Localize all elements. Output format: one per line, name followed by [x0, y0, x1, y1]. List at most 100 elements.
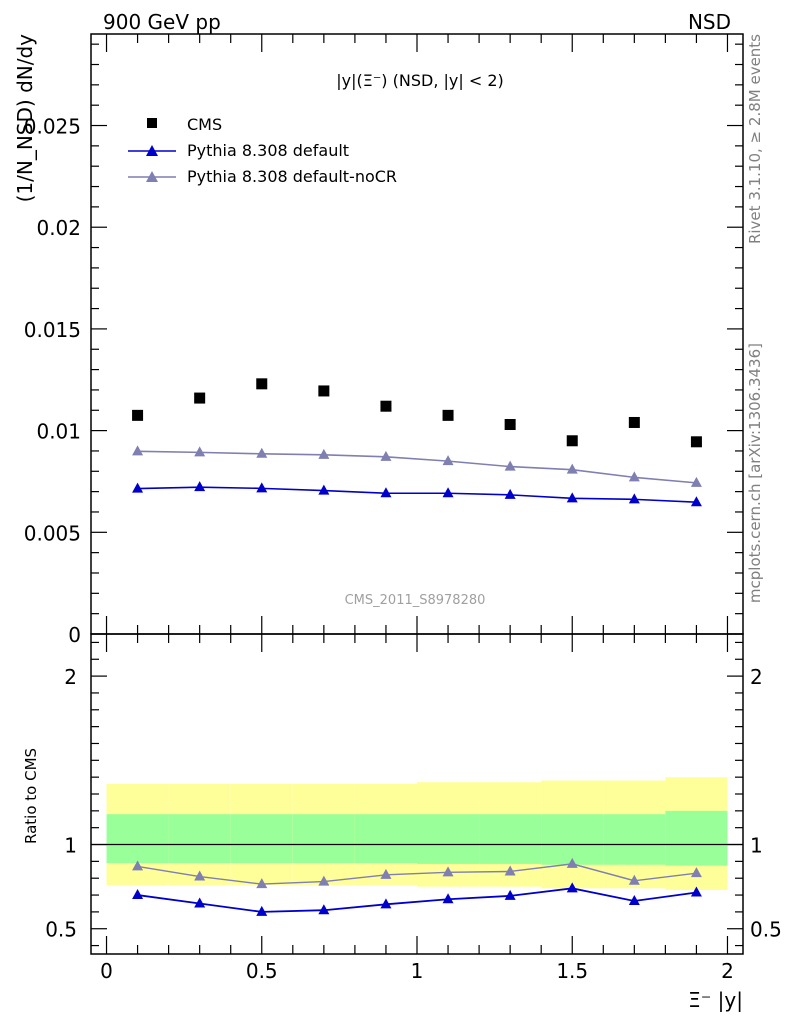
header-right: NSD — [688, 10, 731, 34]
pythia-default-point — [318, 484, 330, 495]
pythia-nocr-point — [442, 455, 454, 466]
header-left: 900 GeV pp — [103, 10, 221, 34]
cms-data-point — [194, 392, 206, 404]
x-axis-label: Ξ⁻ |y| — [688, 988, 743, 1012]
x-tick-label: 0 — [100, 959, 113, 983]
legend-label-pythia-nocr: Pythia 8.308 default-noCR — [187, 167, 397, 186]
pythia-default-point — [504, 488, 516, 499]
ratio-point-pythia-default — [256, 905, 268, 916]
cms-data-point — [380, 400, 392, 412]
pythia-default-point — [194, 481, 206, 492]
ratio-point-pythia-nocr — [504, 865, 516, 876]
inner-band-segment — [417, 814, 480, 864]
ratio-point-pythia-nocr — [442, 866, 454, 877]
ratio-point-pythia-default — [504, 889, 516, 900]
inner-band-segment — [665, 810, 728, 866]
cms-data-point — [566, 435, 578, 447]
ratio-line-pythia-nocr — [137, 863, 697, 885]
inner-band-segment — [106, 814, 169, 864]
pythia-default-point — [566, 492, 578, 503]
pythia-nocr-point — [504, 460, 516, 471]
ratio-y-axis-label: Ratio to CMS — [22, 748, 40, 844]
pythia-nocr-point — [318, 448, 330, 459]
pythia-default-point — [256, 482, 268, 493]
main-y-axis-label: (1/N_NSD) dN/dy — [13, 34, 37, 203]
legend: CMS Pythia 8.308 default Pythia 8.308 de… — [128, 115, 397, 186]
ratio-y-tick-label-left: 1 — [64, 834, 77, 858]
x-tick-label: 1.5 — [556, 959, 588, 983]
ratio-point-pythia-default — [690, 886, 702, 897]
legend-label-cms: CMS — [187, 115, 222, 134]
main-axes: 0 0.005 0.01 0.015 0.02 0.025 — [24, 33, 744, 647]
ratio-point-pythia-default — [194, 897, 206, 908]
ratio-point-pythia-default — [380, 898, 392, 909]
inner-band-segment — [603, 814, 666, 865]
y-tick-label: 0.01 — [36, 420, 81, 444]
series-line-pythia-nocr — [137, 450, 697, 484]
x-tick-label: 2 — [721, 959, 734, 983]
pythia-default-point — [132, 482, 144, 493]
ratio-y-tick-label-right: 2 — [750, 665, 763, 689]
pythia-nocr-point — [380, 450, 392, 461]
cms-data-point — [504, 419, 516, 431]
legend-marker-cms — [147, 118, 157, 128]
ratio-point-pythia-nocr — [318, 875, 330, 886]
inner-band-segment — [354, 814, 417, 864]
legend-marker-pythia-default — [146, 145, 158, 156]
pythia-default-point — [628, 493, 640, 504]
inner-band-segment — [479, 814, 542, 864]
y-tick-label: 0.015 — [24, 318, 81, 342]
cms-data-point — [132, 409, 144, 421]
series-line-pythia-default — [137, 486, 697, 504]
ratio-point-pythia-default — [318, 904, 330, 915]
watermark: CMS_2011_S8978280 — [345, 593, 486, 608]
y-tick-label: 0 — [68, 623, 81, 647]
ratio-y-tick-label-left: 2 — [64, 665, 77, 689]
inner-band-segment — [292, 814, 355, 864]
legend-label-pythia-default: Pythia 8.308 default — [187, 141, 349, 160]
rivet-side-label: Rivet 3.1.10, ≥ 2.8M events — [746, 34, 764, 244]
y-tick-label: 0.025 — [24, 115, 81, 139]
pythia-default-point — [442, 487, 454, 498]
legend-marker-pythia-nocr — [146, 171, 158, 182]
inner-band-segment — [168, 814, 231, 864]
ratio-y-tick-label-left: 0.5 — [45, 918, 77, 942]
pythia-default-point — [690, 496, 702, 507]
ratio-y-tick-label-right: 1 — [750, 834, 763, 858]
cms-data-point — [628, 416, 640, 428]
x-tick-label: 0.5 — [246, 959, 278, 983]
ratio-axes: 0.5 0.5 1 1 2 2 0 0.5 1 1.5 2 — [45, 633, 782, 983]
ratio-y-tick-label-right: 0.5 — [750, 918, 782, 942]
ratio-point-pythia-nocr — [380, 868, 392, 879]
ratio-point-pythia-nocr — [566, 857, 578, 868]
ratio-point-pythia-nocr — [690, 867, 702, 878]
mcplots-side-label: mcplots.cern.ch [arXiv:1306.3436] — [746, 343, 764, 603]
main-title: |y|(Ξ⁻) (NSD, |y| < 2) — [336, 71, 503, 90]
cms-data-point — [318, 385, 330, 397]
pythia-nocr-point — [256, 447, 268, 458]
pythia-nocr-point — [690, 476, 702, 487]
ratio-line-pythia-default — [137, 887, 697, 913]
ratio-point-pythia-default — [628, 894, 640, 905]
pythia-nocr-point — [628, 471, 640, 482]
ratio-point-pythia-nocr — [256, 878, 268, 889]
ratio-series-lines — [137, 863, 697, 913]
ratio-point-pythia-default — [442, 893, 454, 904]
ratio-point-pythia-nocr — [628, 874, 640, 885]
cms-data-point — [256, 378, 268, 390]
cms-data-point — [442, 409, 454, 421]
ratio-point-pythia-default — [132, 889, 144, 900]
main-series-lines — [137, 450, 697, 504]
ratio-point-pythia-nocr — [194, 870, 206, 881]
pythia-nocr-point — [194, 446, 206, 457]
y-tick-label: 0.02 — [36, 216, 81, 240]
pythia-nocr-point — [132, 445, 144, 456]
inner-band-segment — [230, 814, 293, 864]
ratio-series-markers — [132, 857, 702, 916]
pythia-default-point — [380, 487, 392, 498]
x-tick-label: 1 — [411, 959, 424, 983]
ratio-point-pythia-nocr — [132, 860, 144, 871]
main-series-markers — [132, 378, 702, 507]
y-tick-label: 0.005 — [24, 521, 81, 545]
